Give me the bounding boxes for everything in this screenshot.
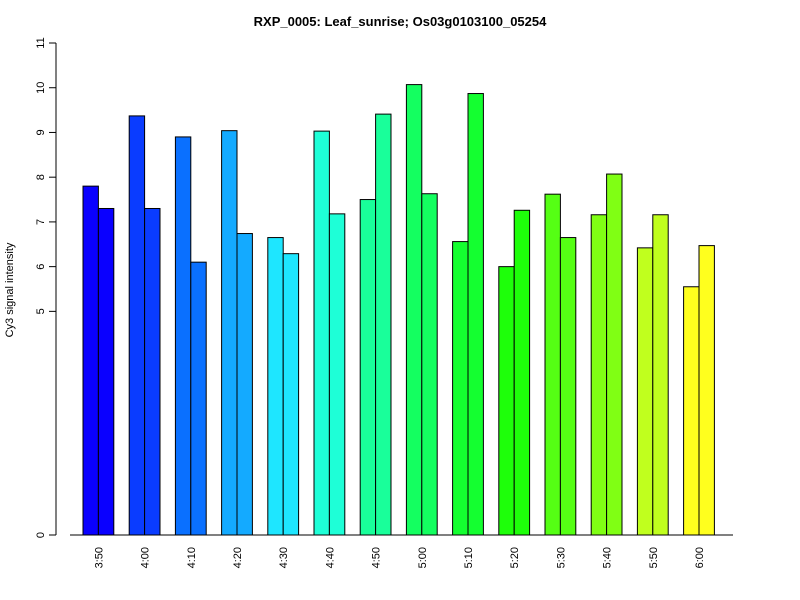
x-tick-label: 4:00 [140,547,152,568]
bar [236,233,253,536]
bars [82,84,715,536]
x-tick-label: 5:50 [648,547,660,568]
chart-title: RXP_0005: Leaf_sunrise; Os03g0103100_052… [254,14,547,29]
bar [544,193,561,536]
x-tick-label: 4:10 [186,547,198,568]
x-tick-label: 6:00 [694,547,706,568]
bar [498,266,515,536]
bar [221,130,238,536]
y-tick-label: 0 [35,532,47,538]
x-tick-label: 5:10 [463,547,475,568]
y-axis-label: Cy3 signal intensity [4,242,16,337]
x-axis: 3:50 4:00 4:10 4:20 4:30 4:40 4:50 5:00 5:10 5:20… [70,534,733,568]
x-tick-label: 5:20 [509,547,521,568]
bar [313,130,330,536]
bar [97,207,115,536]
y-axis: 0 5 6 7 8 9 10 11 [35,37,57,538]
x-tick-label: 4:20 [232,547,244,568]
bar [452,241,469,536]
x-tick-label: 3:50 [93,547,105,568]
x-tick-label: 5:40 [602,547,614,568]
bar [82,185,99,536]
x-tick-label: 5:30 [555,547,567,568]
bar [405,84,423,536]
y-tick-label: 5 [35,308,47,314]
bar [190,261,207,536]
y-tick-label: 6 [35,264,47,270]
bar [328,213,346,536]
y-tick-label: 7 [35,219,47,225]
y-tick-label: 9 [35,129,47,135]
x-tick-label: 4:40 [324,547,336,568]
bar [513,209,531,536]
bar [267,237,284,536]
bar [421,193,438,536]
y-tick-label: 8 [35,174,47,180]
bar [636,247,654,536]
bar [144,207,161,536]
bar [559,237,577,536]
bar [698,245,715,536]
x-tick-label: 4:30 [278,547,290,568]
bar [652,214,669,536]
bar [128,115,146,536]
bar [174,136,192,536]
y-tick-label: 11 [35,37,47,48]
bar [282,253,300,536]
y-tick-label: 10 [35,82,47,94]
bar [375,113,392,536]
bar [359,199,377,536]
x-tick-label: 5:00 [417,547,429,568]
bar [467,93,484,536]
bar [606,173,623,536]
x-tick-label: 4:50 [371,547,383,568]
bar [683,286,700,536]
bar [590,214,608,536]
